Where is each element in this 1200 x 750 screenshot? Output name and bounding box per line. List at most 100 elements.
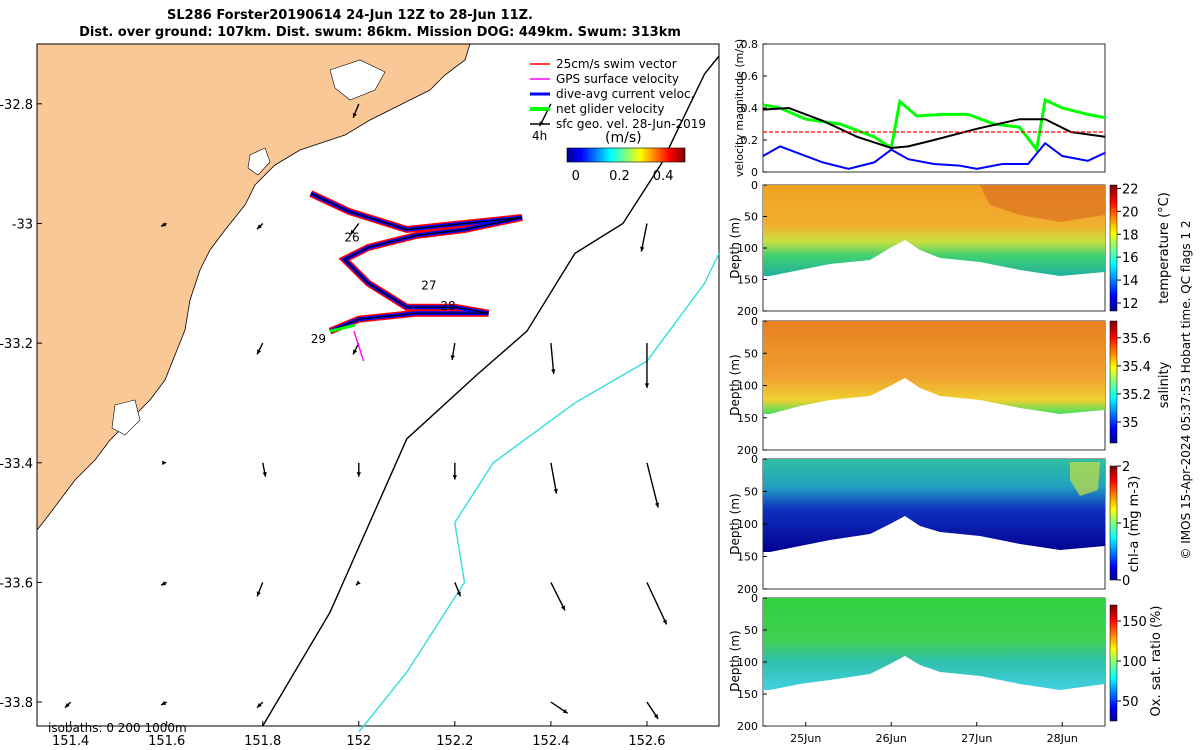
map-colorbar-ticks: 0 0.2 0.4 [572, 169, 674, 184]
current-vector-head [560, 605, 565, 611]
isobath-200m-line [262, 55, 720, 727]
current-vector-head [562, 708, 568, 714]
colorbar-tick-label: 18 [1122, 228, 1139, 243]
current-vector-head [355, 580, 361, 586]
map-x-tick-label: 151.4 [52, 734, 89, 749]
depth-y-tick-label: 150 [737, 551, 758, 564]
map-colorbar-tick-label: 0 [572, 169, 580, 184]
salinity-ylabel: Depth (m) [728, 354, 742, 415]
temperature-ylabel: Depth (m) [728, 217, 742, 278]
current-vector-head [644, 383, 650, 388]
current-vector-head [662, 619, 667, 625]
current-vector-head [353, 349, 358, 355]
current-vector-head [653, 713, 659, 719]
temperature-panel: 0 50 100 150 200 12 14 16 18 20 22 Depth (m) temp… [728, 179, 1172, 318]
temperature-colorbar [1109, 184, 1118, 312]
map-colorbar-tick-label: 0.4 [653, 169, 674, 184]
depth-y-tick-label: 0 [751, 453, 758, 466]
date-x-tick-label: 27Jun [961, 732, 992, 745]
glider-track-line [310, 193, 523, 332]
current-vector-head [161, 581, 167, 586]
current-vector-head [256, 591, 261, 597]
day-label: 28 [440, 299, 455, 313]
oxygen-panel: 0 50 100 150 200 25Jun 26Jun 27Jun 28Jun 50 100 15… [728, 592, 1164, 745]
current-vector-head [257, 702, 262, 708]
chart-title-line-1: SL286 Forster20190614 24-Jun 12Z to 28-J… [167, 8, 533, 23]
legend-sfc-geo-label: sfc geo. vel. 28-Jun-2019 [556, 117, 706, 131]
map-y-tick-label: -33.6 [0, 576, 33, 591]
land-lake [329, 59, 386, 101]
depth-y-tick-label: 50 [744, 211, 758, 224]
map-axes-frame [36, 43, 720, 727]
legend-swim-vector: 25cm/s swim vector [530, 57, 677, 71]
map-y-tick-label: -33.8 [0, 696, 33, 711]
chl-colorbar-label: chl-a (mg m-3) [1127, 476, 1142, 573]
velocity-series-line [762, 106, 1106, 150]
land-lake [247, 147, 271, 176]
velocity-axis-ticks: 0 0.2 0.4 0.6 0.8 [741, 38, 767, 179]
map-x-tick-label: 151.8 [244, 734, 281, 749]
current-vector-head [356, 472, 361, 477]
colorbar-title: (m/s) [605, 130, 642, 146]
map-colorbar-tick-label: 0.2 [609, 169, 630, 184]
depth-y-tick-label: 200 [737, 720, 758, 733]
map-legend: 25cm/s swim vector GPS surface velocity … [530, 57, 706, 184]
legend-dive-avg: dive-avg current veloc. [530, 87, 694, 101]
current-vector-arrow [640, 223, 648, 252]
colorbar-tick-label: 0 [1122, 574, 1130, 589]
velocity-series-layer [762, 97, 1106, 170]
temperature-colorbar-label: temperature (°C) [1157, 192, 1172, 304]
depth-y-tick-label: 0 [751, 315, 758, 328]
side-note: © IMOS 15-Apr-2024 05:37:53 Hobart time.… [1179, 220, 1193, 559]
velocity-y-tick-label: 0 [751, 166, 758, 179]
salinity-panel: 0 50 100 150 200 35 35.2 35.4 35.6 Depth (m) sa… [728, 315, 1172, 457]
day-label: 27 [421, 278, 436, 292]
velocity-y-tick-label: 0.8 [741, 38, 759, 51]
current-vector-head [162, 460, 167, 465]
colorbar-tick-label: 35.6 [1122, 332, 1151, 347]
isobaths-label: isobaths: 0 200 1000m [48, 721, 187, 735]
depth-y-tick-label: 100 [737, 380, 758, 393]
depth-y-tick-label: 50 [744, 624, 758, 637]
legend-net-glider: net glider velocity [530, 102, 664, 116]
colorbar-tick-label: 100 [1122, 655, 1147, 670]
map-y-tick-label: -33 [12, 217, 33, 232]
colorbar-tick-label: 14 [1122, 274, 1139, 289]
depth-y-tick-label: 150 [737, 412, 758, 425]
land-mass [36, 43, 471, 532]
velocity-y-tick-label: 0.6 [741, 70, 759, 83]
colorbar-tick-label: 50 [1122, 695, 1139, 710]
temperature-warm-core [980, 185, 1105, 222]
salinity-field [763, 321, 1105, 414]
chl-ylabel: Depth (m) [728, 493, 742, 554]
depth-y-tick-label: 150 [737, 274, 758, 287]
oxygen-colorbar [1109, 604, 1118, 722]
depth-y-tick-label: 100 [737, 518, 758, 531]
land-lake [111, 399, 141, 436]
map-y-tick-label: -33.2 [0, 337, 33, 352]
map-x-tick-label: 151.6 [148, 734, 185, 749]
current-vector-head [161, 222, 167, 227]
current-vector-head [452, 475, 458, 480]
salinity-colorbar-ticks: 35 35.2 35.4 35.6 [1117, 332, 1151, 431]
map-axis-ticks: 151.4 151.6 151.8 152 152.2 152.4 152.6 -32.8 -3… [0, 98, 666, 749]
velocity-ylabel: velocity magnitude (m/s) [733, 39, 746, 177]
colorbar-tick-label: 35 [1122, 416, 1139, 431]
colorbar-tick-label: 20 [1122, 205, 1139, 220]
oxygen-axis: 0 50 100 150 200 25Jun 26Jun 27Jun 28Jun [737, 592, 1078, 745]
current-vector-arrow [646, 462, 659, 508]
current-vector-head [352, 112, 357, 118]
salinity-axis: 0 50 100 150 200 [737, 315, 767, 457]
map-colorbar [566, 147, 686, 163]
net-glider-arrow [329, 323, 356, 333]
current-vector-arrow [646, 582, 668, 625]
date-x-tick-label: 25Jun [790, 732, 821, 745]
colorbar-tick-label: 35.2 [1122, 388, 1151, 403]
depth-y-tick-label: 100 [737, 242, 758, 255]
colorbar-tick-label: 150 [1122, 615, 1147, 630]
legend-dive-avg-label: dive-avg current veloc. [556, 87, 694, 101]
legend-swim-vector-label: 25cm/s swim vector [556, 57, 677, 71]
chl-surface-bloom [1070, 462, 1100, 496]
current-vector-arrow [550, 582, 566, 611]
